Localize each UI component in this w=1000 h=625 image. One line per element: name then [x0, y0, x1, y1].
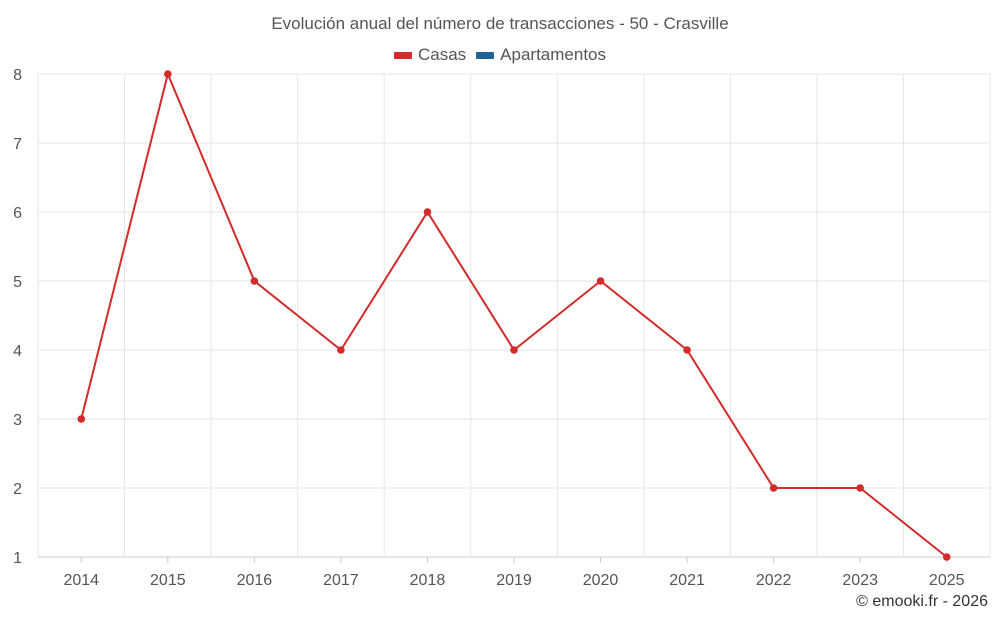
y-tick-label-6: 6 — [13, 205, 22, 222]
y-tick-label-7: 7 — [13, 136, 22, 153]
legend-swatch-apartamentos — [476, 51, 495, 59]
x-tick-label-2016: 2016 — [237, 572, 273, 589]
y-tick-label-8: 8 — [13, 67, 22, 84]
y-tick-label-3: 3 — [13, 412, 22, 429]
data-point-casas-2015 — [164, 70, 172, 78]
data-point-casas-2020 — [596, 277, 605, 285]
data-point-casas-2019 — [510, 346, 518, 354]
data-point-casas-2017 — [337, 346, 345, 354]
chart-legend: Casas Apartamentos — [0, 45, 1000, 65]
x-tick-label-2015: 2015 — [150, 572, 186, 589]
data-point-casas-2025 — [942, 553, 951, 561]
credit-text: © emooki.fr - 2026 — [856, 593, 988, 610]
legend-item-apartamentos[interactable]: Apartamentos — [476, 45, 606, 65]
y-tick-label-4: 4 — [13, 343, 22, 360]
x-tick-label-2021: 2021 — [669, 572, 705, 589]
x-tick-label-2018: 2018 — [410, 572, 446, 589]
x-tick-label-2014: 2014 — [63, 572, 99, 589]
legend-swatch-casas — [393, 51, 412, 59]
x-tick-label-2022: 2022 — [756, 572, 792, 589]
chart-title: Evolución anual del número de transaccio… — [271, 14, 729, 33]
data-point-casas-2023 — [856, 484, 864, 492]
data-point-casas-2018 — [423, 208, 432, 216]
data-point-casas-2014 — [77, 415, 86, 423]
y-tick-label-5: 5 — [13, 274, 22, 291]
x-tick-label-2023: 2023 — [842, 572, 878, 589]
x-tick-label-2020: 2020 — [583, 572, 619, 589]
x-tick-label-2019: 2019 — [496, 572, 532, 589]
data-point-casas-2016 — [250, 277, 259, 285]
x-tick-label-2025: 2025 — [929, 572, 965, 589]
data-point-casas-2022 — [769, 484, 778, 492]
legend-label-apartamentos: Apartamentos — [500, 45, 607, 64]
y-tick-label-1: 1 — [13, 550, 22, 567]
x-tick-label-2017: 2017 — [323, 572, 359, 589]
data-point-casas-2021 — [683, 346, 691, 354]
legend-label-casas: Casas — [417, 45, 467, 64]
y-tick-label-2: 2 — [13, 481, 22, 498]
legend-item-casas[interactable]: Casas — [393, 45, 467, 65]
